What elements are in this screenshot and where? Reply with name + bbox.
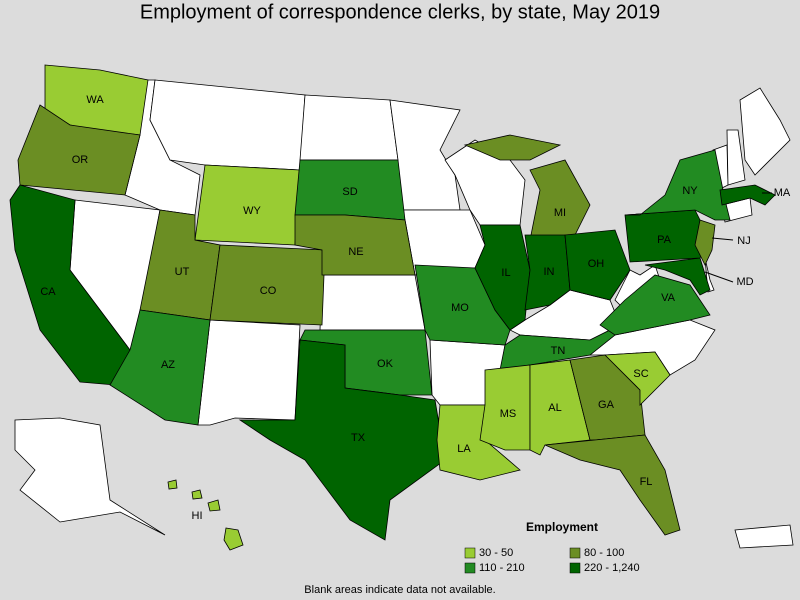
state-label: CO xyxy=(260,285,277,297)
legend-label: 30 - 50 xyxy=(479,547,513,559)
state-label: IN xyxy=(544,266,555,278)
state-label: OR xyxy=(72,154,89,166)
state-label: OK xyxy=(377,358,394,370)
state-label: MS xyxy=(500,408,517,420)
state xyxy=(604,351,671,406)
state xyxy=(191,489,203,500)
state xyxy=(207,499,221,512)
state xyxy=(17,104,141,196)
state-blank xyxy=(739,87,791,176)
state-blank xyxy=(149,79,306,171)
state-label: WY xyxy=(243,205,261,217)
state-label: IL xyxy=(501,267,510,279)
state-label: TN xyxy=(551,345,566,357)
state-label: FL xyxy=(640,476,653,488)
state xyxy=(624,149,731,221)
legend-label: 110 - 210 xyxy=(479,562,525,574)
state-blank xyxy=(197,319,301,426)
state-blank xyxy=(14,417,166,536)
state-label: UT xyxy=(175,266,190,278)
leader-line xyxy=(704,271,734,283)
state xyxy=(599,274,711,336)
legend-swatch xyxy=(464,547,476,559)
state xyxy=(223,527,244,551)
state-label: WA xyxy=(86,94,104,106)
state-label: MD xyxy=(736,276,753,288)
state-label: SC xyxy=(633,368,648,380)
state xyxy=(694,219,716,266)
footnote: Blank areas indicate data not available. xyxy=(304,584,495,596)
state-blank xyxy=(299,94,399,161)
state-label: NY xyxy=(682,185,698,197)
legend-swatch xyxy=(569,562,581,574)
state xyxy=(719,184,776,206)
state-label: HI xyxy=(192,510,203,522)
state xyxy=(238,339,446,541)
legend-title: Employment xyxy=(526,520,598,534)
state-label: MO xyxy=(451,302,469,314)
state-label: SD xyxy=(342,186,357,198)
state-blank xyxy=(726,129,746,186)
state xyxy=(167,479,178,490)
state-label: NE xyxy=(348,246,363,258)
state-label: OH xyxy=(588,258,605,270)
state-label: VA xyxy=(661,292,676,304)
state-label: AZ xyxy=(161,359,175,371)
leader-line xyxy=(711,237,734,241)
legend-swatch xyxy=(464,562,476,574)
state-blank xyxy=(319,274,426,331)
state-label: GA xyxy=(598,399,615,411)
state xyxy=(209,244,326,326)
state xyxy=(109,309,211,426)
state-label: MA xyxy=(774,187,791,199)
state-label: AL xyxy=(548,402,561,414)
state-label: MI xyxy=(554,207,566,219)
state xyxy=(474,224,531,331)
state xyxy=(463,134,562,161)
state xyxy=(564,229,631,301)
legend-label: 220 - 1,240 xyxy=(584,562,640,574)
state-label: CA xyxy=(40,286,56,298)
state-label: NJ xyxy=(737,235,750,247)
state-blank xyxy=(734,524,794,549)
legend-swatch xyxy=(569,547,581,559)
state-label: LA xyxy=(457,443,471,455)
state xyxy=(9,184,131,386)
state-label: PA xyxy=(657,234,672,246)
state xyxy=(294,214,416,276)
state-label: TX xyxy=(351,432,366,444)
legend-label: 80 - 100 xyxy=(584,547,624,559)
map-title: Employment of correspondence clerks, by … xyxy=(140,1,660,23)
state xyxy=(544,434,681,536)
